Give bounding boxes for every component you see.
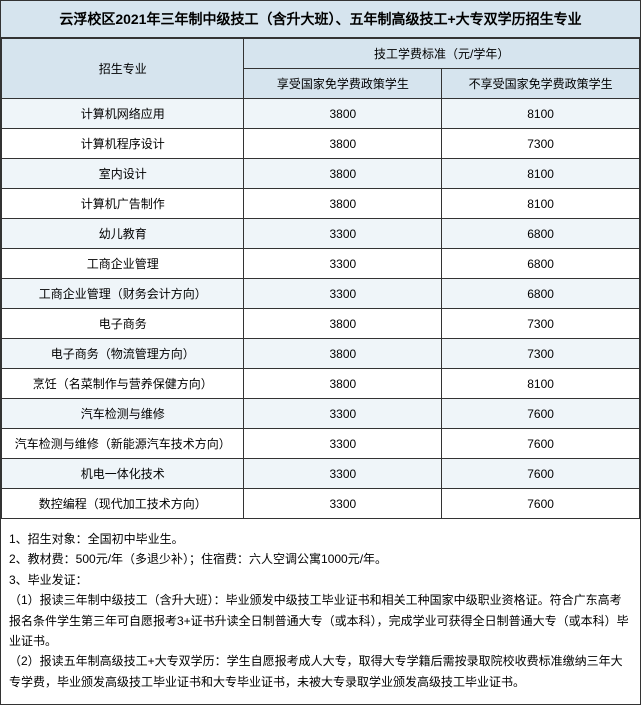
cell-fee1: 3300 [244,249,442,279]
cell-fee2: 8100 [442,99,640,129]
cell-fee2: 6800 [442,279,640,309]
table-row: 汽车检测与维修（新能源汽车技术方向）33007600 [2,429,640,459]
table-row: 汽车检测与维修33007600 [2,399,640,429]
table-row: 幼儿教育33006800 [2,219,640,249]
table-body: 计算机网络应用38008100计算机程序设计38007300室内设计380081… [2,99,640,519]
cell-fee1: 3300 [244,459,442,489]
cell-fee2: 8100 [442,369,640,399]
note-line: （2）报读五年制高级技工+大专双学历：学生自愿报考成人大专，取得大专学籍后需按录… [9,651,632,692]
cell-major: 机电一体化技术 [2,459,244,489]
header-fee-sub2: 不享受国家免学费政策学生 [442,69,640,99]
table-row: 电子商务（物流管理方向）38007300 [2,339,640,369]
cell-major: 烹饪（名菜制作与营养保健方向） [2,369,244,399]
cell-fee2: 7300 [442,339,640,369]
cell-major: 计算机程序设计 [2,129,244,159]
table-row: 工商企业管理33006800 [2,249,640,279]
cell-major: 电子商务（物流管理方向） [2,339,244,369]
cell-fee1: 3800 [244,99,442,129]
cell-fee2: 7600 [442,489,640,519]
cell-fee1: 3300 [244,489,442,519]
cell-fee1: 3300 [244,279,442,309]
table-row: 计算机程序设计38007300 [2,129,640,159]
document-container: 云浮校区2021年三年制中级技工（含升大班）、五年制高级技工+大专双学历招生专业… [0,0,641,705]
table-row: 电子商务38007300 [2,309,640,339]
note-line: （1）报读三年制中级技工（含升大班）：毕业颁发中级技工毕业证书和相关工种国家中级… [9,590,632,651]
cell-major: 汽车检测与维修 [2,399,244,429]
header-major: 招生专业 [2,39,244,99]
cell-fee2: 8100 [442,189,640,219]
cell-fee2: 7600 [442,459,640,489]
note-line: 2、教材费：500元/年（多退少补）；住宿费：六人空调公寓1000元/年。 [9,549,632,569]
cell-major: 电子商务 [2,309,244,339]
table-row: 烹饪（名菜制作与营养保健方向）38008100 [2,369,640,399]
cell-fee1: 3300 [244,429,442,459]
fee-table: 招生专业 技工学费标准（元/学年） 享受国家免学费政策学生 不享受国家免学费政策… [1,38,640,519]
cell-fee1: 3800 [244,189,442,219]
cell-fee2: 7300 [442,129,640,159]
cell-fee2: 7600 [442,399,640,429]
table-row: 室内设计38008100 [2,159,640,189]
cell-fee2: 6800 [442,249,640,279]
cell-major: 工商企业管理（财务会计方向） [2,279,244,309]
cell-fee1: 3800 [244,159,442,189]
page-title: 云浮校区2021年三年制中级技工（含升大班）、五年制高级技工+大专双学历招生专业 [1,1,640,38]
cell-major: 工商企业管理 [2,249,244,279]
cell-fee2: 7600 [442,429,640,459]
cell-fee1: 3300 [244,399,442,429]
table-row: 计算机广告制作38008100 [2,189,640,219]
cell-fee1: 3800 [244,129,442,159]
cell-major: 室内设计 [2,159,244,189]
cell-fee1: 3800 [244,309,442,339]
cell-fee2: 8100 [442,159,640,189]
cell-major: 计算机广告制作 [2,189,244,219]
header-fee-group: 技工学费标准（元/学年） [244,39,640,69]
cell-fee1: 3800 [244,339,442,369]
table-row: 工商企业管理（财务会计方向）33006800 [2,279,640,309]
cell-fee1: 3800 [244,369,442,399]
note-line: 1、招生对象：全国初中毕业生。 [9,529,632,549]
notes-section: 1、招生对象：全国初中毕业生。2、教材费：500元/年（多退少补）；住宿费：六人… [1,519,640,704]
cell-major: 汽车检测与维修（新能源汽车技术方向） [2,429,244,459]
cell-major: 幼儿教育 [2,219,244,249]
table-row: 数控编程（现代加工技术方向）33007600 [2,489,640,519]
cell-major: 计算机网络应用 [2,99,244,129]
cell-fee1: 3300 [244,219,442,249]
header-fee-sub1: 享受国家免学费政策学生 [244,69,442,99]
cell-fee2: 7300 [442,309,640,339]
table-row: 计算机网络应用38008100 [2,99,640,129]
note-line: 3、毕业发证： [9,570,632,590]
cell-fee2: 6800 [442,219,640,249]
cell-major: 数控编程（现代加工技术方向） [2,489,244,519]
table-row: 机电一体化技术33007600 [2,459,640,489]
